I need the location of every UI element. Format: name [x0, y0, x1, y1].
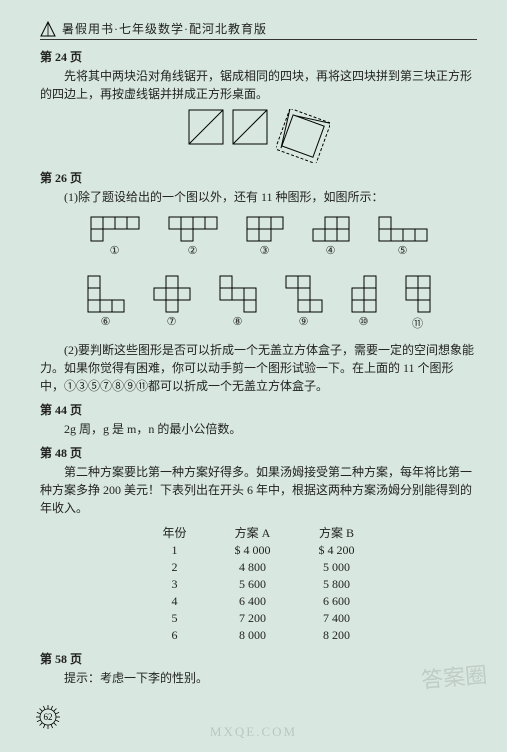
pentomino-label: ⑥ — [101, 315, 111, 328]
pentomino-label: ⑧ — [233, 315, 243, 328]
page26-text2: (2)要判断这些图形是否可以折成一个无盖立方体盒子，需要一定的空间想象能力。如果… — [40, 341, 477, 395]
sun-icon: 62 — [34, 703, 62, 731]
watermark-brand: 答案圈 — [420, 657, 489, 695]
table-cell: $ 4 000 — [211, 542, 295, 559]
pentomino-shape: ⑥ — [87, 275, 125, 331]
pentomino-label: ④ — [326, 244, 336, 257]
table-header: 方案 B — [295, 523, 379, 542]
page48-title: 第 48 页 — [40, 444, 477, 461]
page26-title: 第 26 页 — [40, 169, 477, 186]
table-cell: 5 000 — [295, 559, 379, 576]
table-cell: 8 200 — [295, 627, 379, 644]
pentomino-shape: ② — [168, 216, 218, 257]
table-cell: 5 — [138, 610, 210, 627]
page58-title: 第 58 页 — [40, 650, 477, 667]
table-cell: 6 400 — [211, 593, 295, 610]
pentomino-shape: ⑨ — [285, 275, 323, 331]
pentomino-shape: ⑧ — [219, 275, 257, 331]
pentomino-label: ① — [110, 244, 120, 257]
table-cell: 6 — [138, 627, 210, 644]
salary-table: 年份方案 A方案 B1$ 4 000$ 4 20024 8005 00035 6… — [138, 523, 378, 644]
page44-text: 2g 周，g 是 m，n 的最小公倍数。 — [40, 420, 477, 438]
table-header: 方案 A — [211, 523, 295, 542]
table-row: 57 2007 400 — [138, 610, 378, 627]
table-row: 24 8005 000 — [138, 559, 378, 576]
table-cell: 4 800 — [211, 559, 295, 576]
page44-title: 第 44 页 — [40, 401, 477, 418]
pentomino-grid: ① ② ③ ④ ⑤ ⑥ ⑦ ⑧ ⑨ ⑩ ⑪ — [70, 216, 447, 331]
watermark-url: MXQE.COM — [210, 724, 297, 740]
table-cell: 4 — [138, 593, 210, 610]
pentomino-label: ③ — [260, 244, 270, 257]
page24-title: 第 24 页 — [40, 48, 477, 65]
header-text: 暑假用书·七年级数学·配河北教育版 — [62, 20, 267, 37]
pentomino-label: ② — [188, 244, 198, 257]
table-cell: 6 600 — [295, 593, 379, 610]
table-row: 68 0008 200 — [138, 627, 378, 644]
table-cell: 5 800 — [295, 576, 379, 593]
page24-figures — [40, 109, 477, 163]
pentomino-shape: ① — [90, 216, 140, 257]
assembled-square-icon — [276, 109, 330, 163]
pentomino-label: ⑨ — [299, 315, 309, 328]
table-cell: 2 — [138, 559, 210, 576]
pentomino-label: ⑦ — [167, 315, 177, 328]
pentomino-shape: ④ — [312, 216, 350, 257]
pentomino-shape: ⑩ — [351, 275, 377, 331]
pentomino-shape: ⑦ — [153, 275, 191, 331]
square-diagonal-icon — [232, 109, 268, 145]
page24-text: 先将其中两块沿对角线锯开，锯成相同的四块，再将这四块拼到第三块正方形的四边上，再… — [40, 67, 477, 103]
pentomino-shape: ③ — [246, 216, 284, 257]
page-number-badge: 62 — [34, 703, 62, 734]
table-cell: 7 400 — [295, 610, 379, 627]
table-row: 46 4006 600 — [138, 593, 378, 610]
page48-text: 第二种方案要比第一种方案好得多。如果汤姆接受第二种方案，每年将比第一种方案多挣 … — [40, 463, 477, 517]
pentomino-shape: ⑪ — [405, 275, 431, 331]
pentomino-label: ⑩ — [359, 315, 369, 328]
table-cell: 1 — [138, 542, 210, 559]
table-row: 1$ 4 000$ 4 200 — [138, 542, 378, 559]
page26-text1: (1)除了题设给出的一个图以外，还有 11 种图形，如图所示： — [40, 188, 477, 206]
table-row: 35 6005 800 — [138, 576, 378, 593]
header: 暑假用书·七年级数学·配河北教育版 — [40, 20, 477, 40]
pentomino-shape: ⑤ — [378, 216, 428, 257]
page-number: 62 — [44, 712, 53, 722]
page58-text: 提示：考虑一下李的性别。 — [40, 669, 477, 687]
pentomino-label: ⑪ — [412, 315, 423, 331]
table-cell: 5 600 — [211, 576, 295, 593]
square-diagonal-icon — [188, 109, 224, 145]
table-header: 年份 — [138, 523, 210, 542]
pentomino-label: ⑤ — [398, 244, 408, 257]
table-cell: 3 — [138, 576, 210, 593]
table-cell: 8 000 — [211, 627, 295, 644]
logo-icon — [40, 21, 56, 37]
table-cell: $ 4 200 — [295, 542, 379, 559]
table-cell: 7 200 — [211, 610, 295, 627]
